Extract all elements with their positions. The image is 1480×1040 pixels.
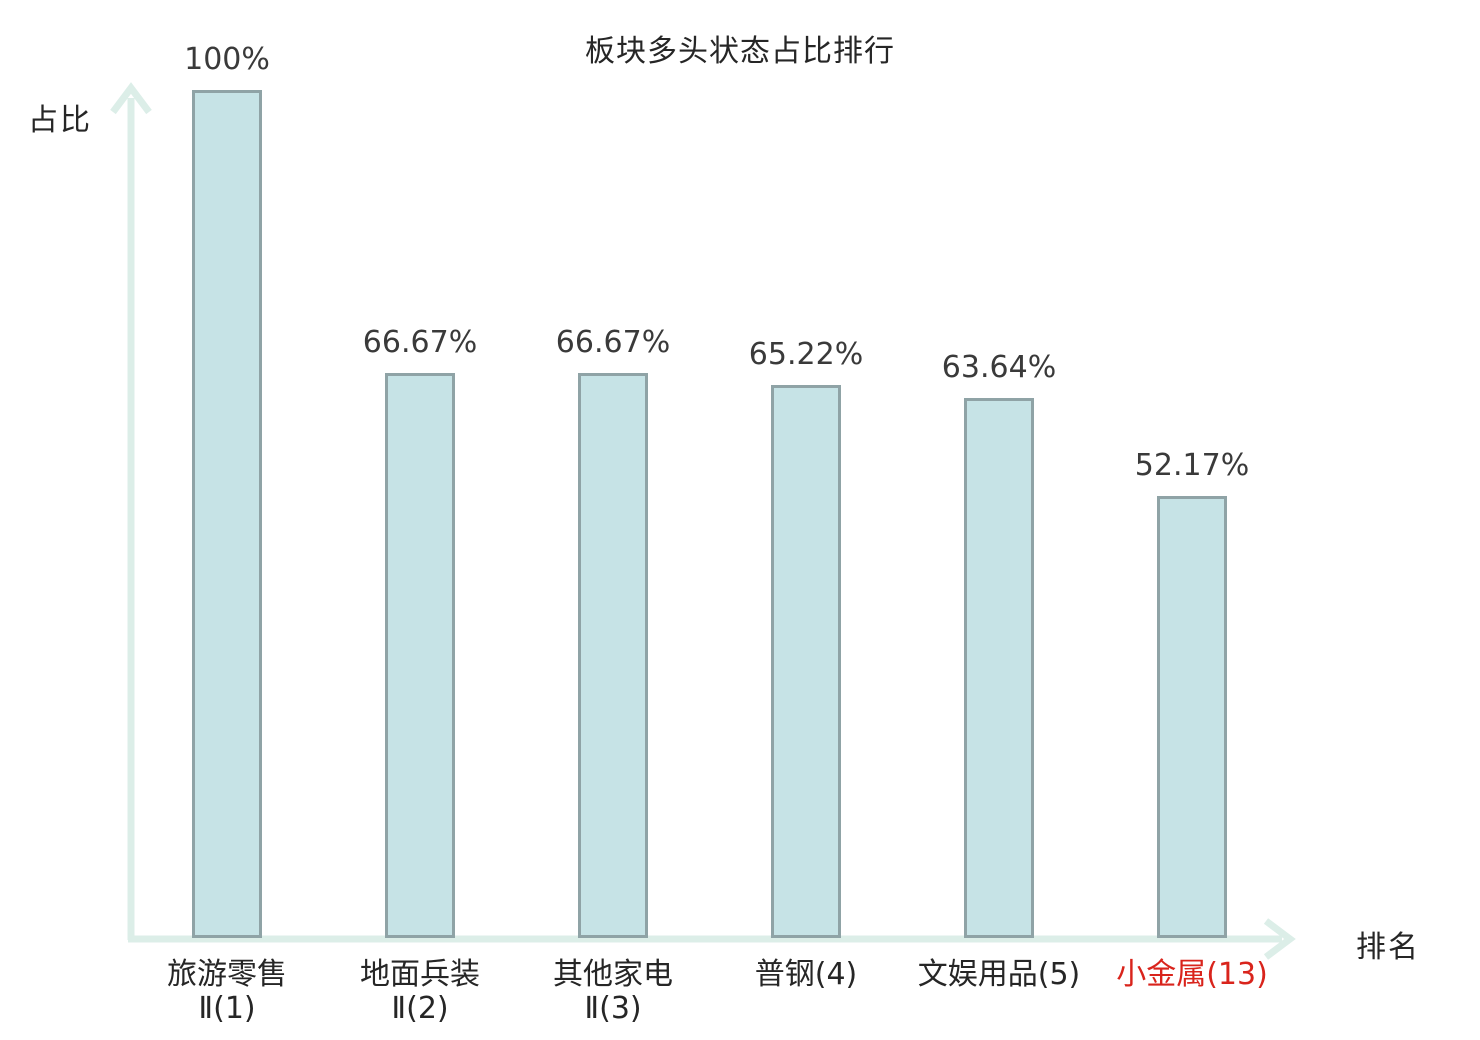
bar-category-label: 文娱用品(5) (859, 958, 1139, 992)
bar (964, 398, 1034, 938)
x-axis-arrow-icon (1263, 918, 1296, 960)
bar-value-label: 65.22% (748, 337, 864, 372)
bar-category-label: 旅游零售 Ⅱ(1) (87, 958, 367, 1026)
bar (192, 90, 262, 938)
chart-title: 板块多头状态占比排行 (585, 34, 895, 69)
bar (771, 385, 841, 938)
category-label-line1: 文娱用品(5) (917, 957, 1081, 992)
bar-value-label: 66.67% (555, 325, 671, 360)
bar (578, 373, 648, 938)
category-label-line1: 普钢(4) (754, 957, 858, 992)
bar (1157, 496, 1227, 938)
bar-category-label: 普钢(4) (666, 958, 946, 992)
category-label-line1: 其他家电 (553, 957, 673, 992)
category-label-line1: 小金属(13) (1116, 957, 1268, 992)
bar-category-label: 其他家电 Ⅱ(3) (473, 958, 753, 1026)
y-axis-label: 占比 (28, 103, 92, 138)
bar-value-label: 100% (184, 42, 270, 77)
category-label-line2: Ⅱ(3) (584, 991, 642, 1026)
category-label-line1: 旅游零售 (167, 957, 287, 992)
bar-category-label: 小金属(13) (1052, 958, 1332, 992)
bar-value-label: 52.17% (1134, 448, 1250, 483)
bar-value-label: 63.64% (941, 350, 1057, 385)
category-label-line1: 地面兵装 (360, 957, 480, 992)
category-label-line2: Ⅱ(2) (391, 991, 449, 1026)
y-axis-arrow-icon (110, 82, 152, 115)
bar-category-label: 地面兵装 Ⅱ(2) (280, 958, 560, 1026)
x-axis-label: 排名 (1356, 930, 1420, 965)
bar-value-label: 66.67% (362, 325, 478, 360)
bar (385, 373, 455, 938)
category-label-line2: Ⅱ(1) (198, 991, 256, 1026)
